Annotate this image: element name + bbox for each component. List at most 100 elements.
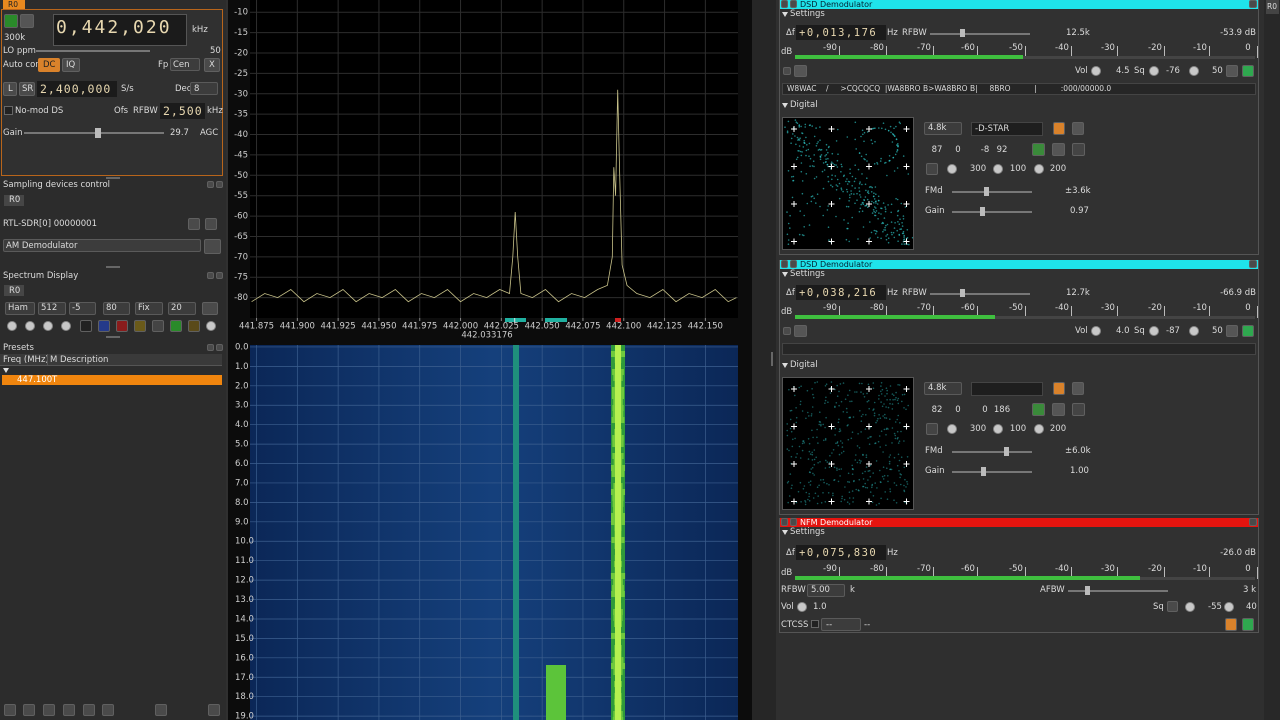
channel-icon[interactable] bbox=[781, 0, 788, 8]
avg-combo[interactable] bbox=[168, 302, 196, 315]
display-toggle[interactable] bbox=[25, 321, 35, 331]
squelch-gate-knob[interactable] bbox=[1189, 66, 1199, 76]
start-button[interactable] bbox=[4, 14, 18, 28]
device-reload-button[interactable] bbox=[205, 218, 217, 230]
gain-slider[interactable] bbox=[24, 132, 164, 134]
stream-icon[interactable] bbox=[790, 260, 797, 268]
rfbw-combo[interactable] bbox=[807, 584, 845, 597]
float-button[interactable] bbox=[207, 272, 214, 279]
collapse-arrow[interactable] bbox=[3, 368, 9, 373]
high-pass-button[interactable] bbox=[1225, 618, 1237, 631]
display-option[interactable] bbox=[80, 320, 92, 332]
sync-button[interactable] bbox=[1053, 382, 1065, 395]
grid-button[interactable] bbox=[926, 163, 938, 175]
audio-button[interactable] bbox=[1242, 618, 1254, 631]
collapse-arrow[interactable] bbox=[782, 272, 788, 277]
trace-knob[interactable] bbox=[1034, 164, 1044, 174]
squelch-knob[interactable] bbox=[1149, 326, 1159, 336]
add-channel-button[interactable] bbox=[204, 239, 221, 254]
afbw-handle[interactable] bbox=[1085, 586, 1090, 595]
gain-handle[interactable] bbox=[981, 467, 986, 476]
gain-handle[interactable] bbox=[95, 128, 101, 138]
slot2-button[interactable] bbox=[1052, 403, 1065, 416]
slot1-button[interactable] bbox=[1032, 143, 1045, 156]
preset-tool[interactable] bbox=[23, 704, 35, 716]
volume-knob[interactable] bbox=[1091, 66, 1101, 76]
display-toggle[interactable] bbox=[206, 321, 216, 331]
high-pass-button[interactable] bbox=[1226, 325, 1238, 337]
preset-tool[interactable] bbox=[4, 704, 16, 716]
lock-button[interactable] bbox=[1072, 122, 1084, 135]
baud-combo[interactable] bbox=[924, 122, 962, 135]
grid-button[interactable] bbox=[926, 423, 938, 435]
audio-button[interactable] bbox=[1242, 65, 1254, 77]
preset-tool[interactable] bbox=[155, 704, 167, 716]
close-channel-button[interactable] bbox=[1249, 260, 1257, 268]
stream-icon[interactable] bbox=[790, 518, 797, 526]
speaker-button[interactable] bbox=[1072, 143, 1085, 156]
fmd-handle[interactable] bbox=[984, 187, 989, 196]
ctcss-combo[interactable] bbox=[821, 618, 861, 631]
preset-tool[interactable] bbox=[83, 704, 95, 716]
preset-tool[interactable] bbox=[43, 704, 55, 716]
fmd-slider[interactable] bbox=[952, 191, 1032, 193]
trace-knob[interactable] bbox=[993, 164, 1003, 174]
side-tab[interactable] bbox=[1266, 0, 1279, 14]
sync-button[interactable] bbox=[1053, 122, 1065, 135]
collapse-arrow[interactable] bbox=[782, 363, 788, 368]
rfbw-slider[interactable] bbox=[930, 33, 1030, 35]
collapse-arrow[interactable] bbox=[782, 103, 788, 108]
display-toggle[interactable] bbox=[7, 321, 17, 331]
stream-icon[interactable] bbox=[790, 0, 797, 8]
gain-slider[interactable] bbox=[952, 471, 1032, 473]
display-toggle[interactable] bbox=[61, 321, 71, 331]
spectrum-tab[interactable] bbox=[4, 285, 24, 296]
baud-combo[interactable] bbox=[924, 382, 962, 395]
audio-mute[interactable] bbox=[783, 327, 791, 335]
preset-tool[interactable] bbox=[208, 704, 220, 716]
display-toggle[interactable] bbox=[43, 321, 53, 331]
menu-button[interactable] bbox=[794, 65, 807, 77]
trace-knob[interactable] bbox=[947, 424, 957, 434]
ctcss-checkbox[interactable] bbox=[811, 620, 819, 628]
collapse-arrow[interactable] bbox=[782, 12, 788, 17]
phosphor-button[interactable] bbox=[202, 302, 218, 315]
afbw-slider[interactable] bbox=[1068, 590, 1168, 592]
record-button[interactable] bbox=[20, 14, 34, 28]
gain-slider[interactable] bbox=[952, 211, 1032, 213]
device-select-button[interactable] bbox=[188, 218, 200, 230]
audio-mute[interactable] bbox=[783, 67, 791, 75]
float-button[interactable] bbox=[207, 344, 214, 351]
squelch-gate-knob[interactable] bbox=[1224, 602, 1234, 612]
fmd-slider[interactable] bbox=[952, 451, 1032, 453]
plugin-combo[interactable] bbox=[3, 239, 201, 252]
squelch-gate-knob[interactable] bbox=[1189, 326, 1199, 336]
slot2-button[interactable] bbox=[1052, 143, 1065, 156]
squelch-knob[interactable] bbox=[1185, 602, 1195, 612]
l-button[interactable] bbox=[3, 82, 17, 96]
gain-handle[interactable] bbox=[980, 207, 985, 216]
close-dock-button[interactable] bbox=[216, 272, 223, 279]
squelch-mode-button[interactable] bbox=[1167, 601, 1178, 612]
preset-tool[interactable] bbox=[63, 704, 75, 716]
close-dock-button[interactable] bbox=[216, 181, 223, 188]
fmd-handle[interactable] bbox=[1004, 447, 1009, 456]
window-combo[interactable] bbox=[5, 302, 35, 315]
display-option[interactable] bbox=[188, 320, 200, 332]
lock-button[interactable] bbox=[1072, 382, 1084, 395]
trace-knob[interactable] bbox=[1034, 424, 1044, 434]
fix-combo[interactable] bbox=[135, 302, 163, 315]
display-option[interactable] bbox=[98, 320, 110, 332]
menu-button[interactable] bbox=[794, 325, 807, 337]
rfbw-handle[interactable] bbox=[960, 29, 965, 37]
volume-knob[interactable] bbox=[1091, 326, 1101, 336]
audio-button[interactable] bbox=[1242, 325, 1254, 337]
channel-icon[interactable] bbox=[781, 260, 788, 268]
high-pass-button[interactable] bbox=[1226, 65, 1238, 77]
collapse-arrow[interactable] bbox=[782, 530, 788, 535]
dc-button[interactable] bbox=[38, 58, 60, 72]
preset-tool[interactable] bbox=[102, 704, 114, 716]
sr-button[interactable] bbox=[19, 82, 35, 96]
squelch-knob[interactable] bbox=[1149, 66, 1159, 76]
display-option[interactable] bbox=[152, 320, 164, 332]
